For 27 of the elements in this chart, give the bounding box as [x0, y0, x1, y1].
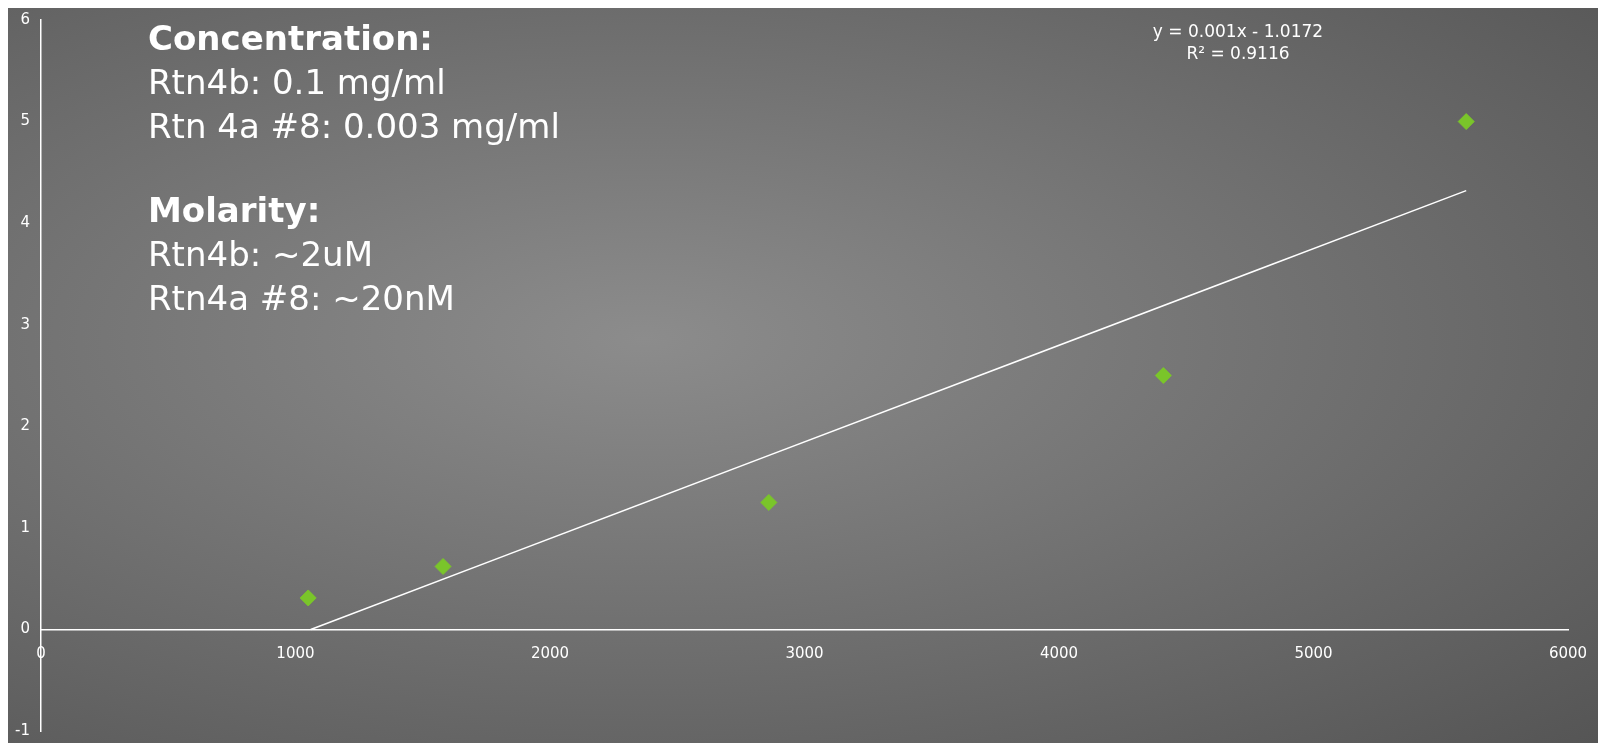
y-tick-label: 6	[20, 9, 30, 28]
y-tick-label: 4	[20, 213, 30, 232]
y-tick-label: 5	[20, 111, 30, 130]
y-tick-label: 0	[20, 619, 30, 638]
x-tick-label: 6000	[1548, 644, 1588, 663]
x-tick-label: 5000	[1294, 644, 1333, 663]
annotation: Concentration:	[148, 17, 434, 60]
y-tick-label: 1	[20, 517, 30, 536]
point	[760, 493, 778, 511]
x-tick-label: 1000	[276, 644, 315, 663]
x-tick-label: 4000	[1039, 644, 1079, 663]
y-tick-label: 3	[20, 314, 30, 333]
annotation: Molarity:	[148, 189, 322, 232]
y-tick-label: 2	[20, 416, 30, 435]
annotation: Rtn4b: ~2uM	[148, 233, 374, 276]
point	[1154, 367, 1172, 384]
point	[434, 557, 452, 575]
point	[1457, 113, 1475, 131]
y-tick-label: -1	[14, 720, 30, 739]
x-tick-label: 2000	[530, 644, 570, 663]
annotation: Rtn4b: 0.1 mg/ml	[148, 61, 447, 104]
point	[299, 589, 317, 607]
x-tick-label: 3000	[785, 644, 824, 663]
annotation: Rtn 4a #8: 0.003 mg/ml	[148, 105, 560, 148]
annotation: y = 0.001x - 1.0172	[1151, 20, 1325, 42]
annotation: Rtn4a #8: ~20nM	[148, 277, 456, 320]
annotation: R² = 0.9116	[1185, 42, 1291, 64]
